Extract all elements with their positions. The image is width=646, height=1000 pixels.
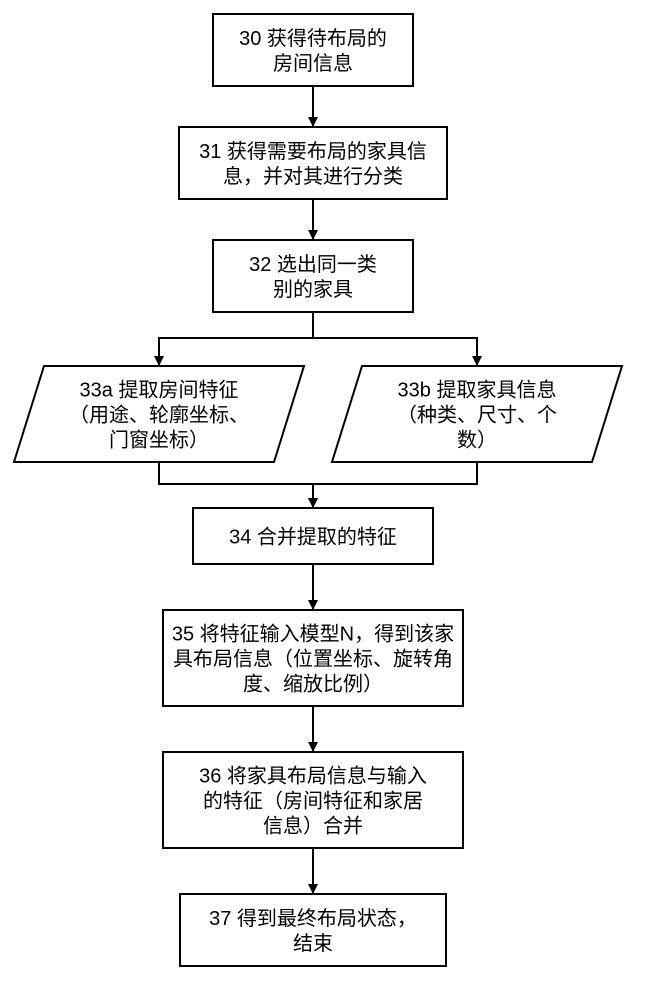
flow-node-n36-line0: 36 将家具布局信息与输入: [199, 764, 427, 787]
flow-node-n31-line0: 31 获得需要布局的家具信: [199, 140, 427, 163]
flow-node-n33b-line1: （种类、尺寸、个: [397, 403, 557, 426]
flow-node-n33a: 33a 提取房间特征（用途、轮廓坐标、门窗坐标）: [14, 366, 304, 462]
flowchart-canvas: 30 获得待布局的房间信息 31 获得需要布局的家具信息，并对其进行分类 32 选出…: [0, 0, 646, 1000]
flow-node-n33b-line0: 33b 提取家具信息: [398, 378, 557, 401]
flow-node-n36: 36 将家具布局信息与输入的特征（房间特征和家居信息）合并: [163, 752, 463, 848]
flow-node-n36-line1: 的特征（房间特征和家居: [203, 789, 423, 812]
edge-n32-n33b: [313, 312, 477, 366]
flow-node-n31-line1: 息，并对其进行分类: [223, 165, 403, 188]
flow-node-n37-line0: 37 得到最终布局状态，: [209, 907, 417, 930]
flow-node-n36-line2: 信息）合并: [263, 814, 363, 837]
flow-node-n33a-line2: 门窗坐标）: [109, 428, 209, 451]
nodes-layer: 30 获得待布局的房间信息 31 获得需要布局的家具信息，并对其进行分类 32 选出…: [14, 14, 622, 966]
flow-node-n33b: 33b 提取家具信息（种类、尺寸、个数）: [332, 366, 622, 462]
edge-n33a-n34: [159, 462, 313, 508]
flow-node-n33a-line0: 33a 提取房间特征: [80, 378, 239, 401]
flow-node-n35-line2: 度、缩放比例）: [243, 672, 383, 695]
flow-node-n32: 32 选出同一类别的家具: [213, 240, 413, 312]
flow-node-n35-line1: 具布局信息（位置坐标、旋转角: [173, 647, 453, 670]
flow-node-n34: 34 合并提取的特征: [193, 508, 433, 564]
flow-node-n32-line0: 32 选出同一类: [249, 253, 377, 276]
flow-node-n35: 35 将特征输入模型N，得到该家具布局信息（位置坐标、旋转角度、缩放比例）: [163, 610, 463, 706]
flow-node-n30: 30 获得待布局的房间信息: [213, 14, 413, 86]
flow-node-n33a-line1: （用途、轮廓坐标、: [69, 403, 249, 426]
flow-node-n37: 37 得到最终布局状态，结束: [180, 894, 446, 966]
edge-n33b-n34: [313, 462, 477, 508]
flow-node-n35-line0: 35 将特征输入模型N，得到该家: [172, 622, 454, 645]
flow-node-n34-line0: 34 合并提取的特征: [229, 525, 397, 548]
flow-node-n33b-line2: 数）: [457, 428, 497, 451]
flow-node-n31: 31 获得需要布局的家具信息，并对其进行分类: [179, 127, 447, 199]
flow-node-n30-line0: 30 获得待布局的: [239, 27, 387, 50]
flow-node-n32-line1: 别的家具: [273, 278, 353, 301]
edge-n32-n33a: [159, 312, 313, 366]
flow-node-n30-line1: 房间信息: [273, 52, 353, 75]
flow-node-n37-line1: 结束: [293, 932, 333, 955]
